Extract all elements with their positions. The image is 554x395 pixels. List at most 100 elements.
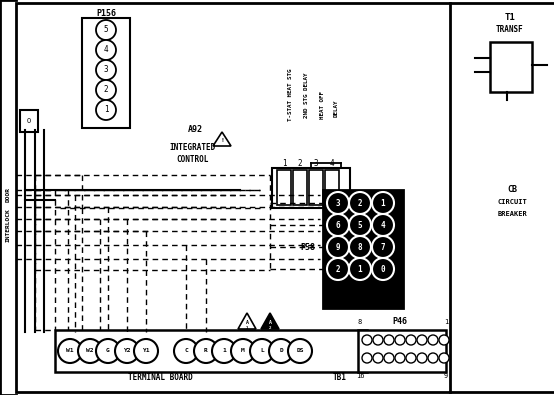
Text: W2: W2 [86, 348, 94, 354]
Circle shape [327, 214, 349, 236]
Circle shape [194, 339, 218, 363]
Circle shape [439, 335, 449, 345]
Circle shape [428, 353, 438, 363]
Bar [20, 110, 38, 132]
Text: D: D [279, 348, 283, 354]
Text: P156: P156 [96, 9, 116, 17]
Text: 0: 0 [381, 265, 386, 273]
Circle shape [174, 339, 198, 363]
Text: HEAT OFF: HEAT OFF [320, 91, 325, 119]
Text: INTERLOCK: INTERLOCK [6, 208, 11, 242]
Circle shape [362, 335, 372, 345]
Text: 9: 9 [336, 243, 340, 252]
Text: A92: A92 [187, 126, 203, 135]
Text: 2: 2 [297, 158, 302, 167]
Text: 2: 2 [269, 326, 271, 330]
Circle shape [96, 20, 116, 40]
Circle shape [269, 339, 293, 363]
Text: 2: 2 [104, 85, 109, 94]
Text: TRANSF: TRANSF [496, 26, 524, 34]
Circle shape [428, 335, 438, 345]
Circle shape [406, 353, 416, 363]
Text: 16: 16 [356, 373, 364, 379]
Polygon shape [261, 313, 279, 329]
Bar [323, 190, 403, 308]
Text: G: G [106, 348, 110, 354]
Bar [55, 330, 367, 372]
Text: Y1: Y1 [142, 348, 150, 354]
Circle shape [372, 258, 394, 280]
Bar [16, 3, 450, 392]
Text: 1: 1 [281, 158, 286, 167]
Circle shape [134, 339, 158, 363]
Circle shape [372, 236, 394, 258]
Bar [82, 18, 130, 128]
Text: CB: CB [507, 186, 517, 194]
Circle shape [372, 192, 394, 214]
Text: TERMINAL BOARD: TERMINAL BOARD [127, 374, 192, 382]
Circle shape [406, 335, 416, 345]
Circle shape [250, 339, 274, 363]
Circle shape [231, 339, 255, 363]
Text: !: ! [220, 137, 224, 143]
Text: P58: P58 [300, 243, 315, 252]
Circle shape [349, 258, 371, 280]
Text: T1: T1 [505, 13, 515, 23]
Text: W1: W1 [66, 348, 74, 354]
Text: R: R [204, 348, 208, 354]
Text: 2ND STG DELAY: 2ND STG DELAY [304, 72, 309, 118]
Circle shape [384, 353, 394, 363]
Circle shape [96, 100, 116, 120]
Text: 5: 5 [104, 26, 109, 34]
Text: INTEGRATED: INTEGRATED [170, 143, 216, 152]
Circle shape [212, 339, 236, 363]
Circle shape [58, 339, 82, 363]
Circle shape [384, 335, 394, 345]
Circle shape [96, 339, 120, 363]
Text: 2: 2 [358, 199, 362, 207]
Text: C: C [184, 348, 188, 354]
Circle shape [78, 339, 102, 363]
Polygon shape [213, 132, 231, 146]
Bar [272, 168, 350, 208]
Bar [325, 170, 339, 205]
Text: O: O [27, 118, 31, 124]
Text: 3: 3 [314, 158, 319, 167]
Text: 9: 9 [444, 373, 448, 379]
Bar [293, 170, 307, 205]
Bar [490, 42, 532, 92]
Text: 1: 1 [444, 319, 448, 325]
Text: DOOR: DOOR [6, 188, 11, 203]
Text: 1: 1 [358, 265, 362, 273]
Text: 2: 2 [336, 265, 340, 273]
Circle shape [439, 353, 449, 363]
Circle shape [115, 339, 139, 363]
Circle shape [362, 353, 372, 363]
Text: DS: DS [296, 348, 304, 354]
Circle shape [96, 80, 116, 100]
Text: TB1: TB1 [333, 374, 347, 382]
Text: CIRCUIT: CIRCUIT [497, 199, 527, 205]
Text: 1: 1 [222, 348, 226, 354]
Circle shape [327, 192, 349, 214]
Text: 3: 3 [336, 199, 340, 207]
Text: A: A [269, 320, 271, 325]
Circle shape [373, 353, 383, 363]
Text: 4: 4 [104, 45, 109, 55]
Circle shape [373, 335, 383, 345]
Text: T-STAT HEAT STG: T-STAT HEAT STG [288, 69, 293, 121]
Text: A: A [245, 320, 248, 325]
Text: 1: 1 [381, 199, 386, 207]
Circle shape [288, 339, 312, 363]
Text: 7: 7 [381, 243, 386, 252]
Text: 1: 1 [246, 326, 248, 330]
Circle shape [349, 236, 371, 258]
Text: BREAKER: BREAKER [497, 211, 527, 217]
Text: 4: 4 [330, 158, 334, 167]
Text: Y2: Y2 [123, 348, 131, 354]
Bar [309, 170, 323, 205]
Circle shape [395, 353, 405, 363]
Text: 8: 8 [358, 319, 362, 325]
Circle shape [417, 353, 427, 363]
Text: 3: 3 [104, 66, 109, 75]
